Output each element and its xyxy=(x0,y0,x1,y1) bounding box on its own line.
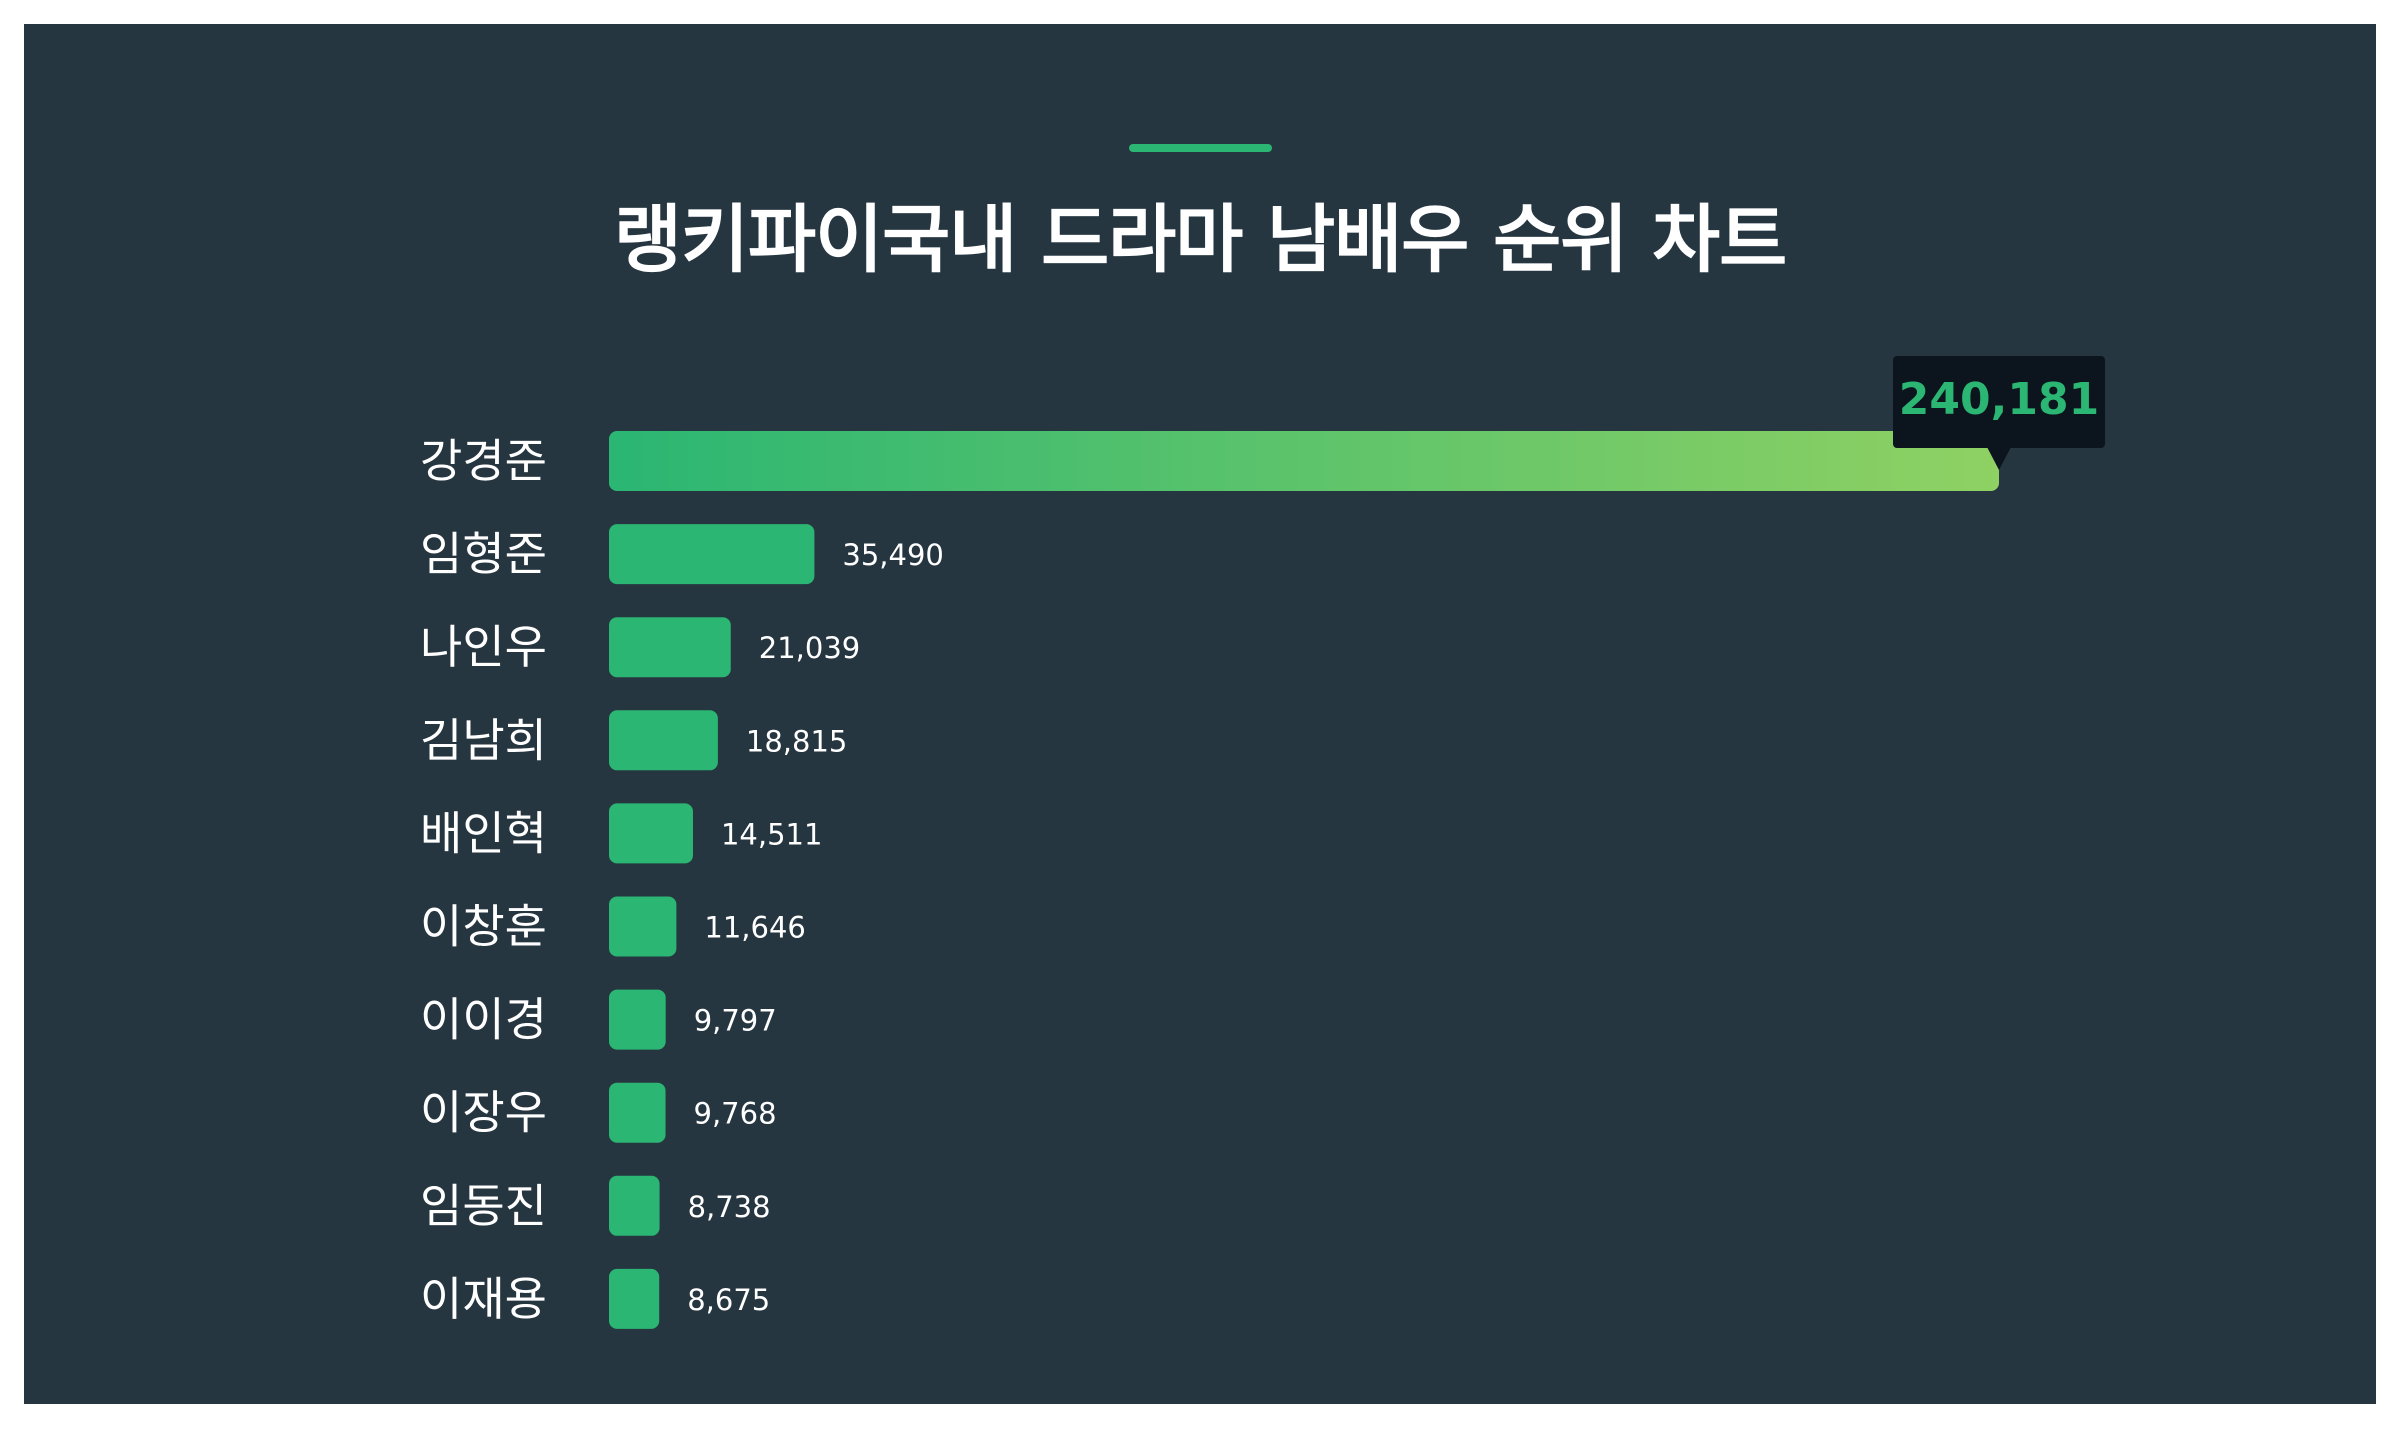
category-label: 강경준 xyxy=(420,434,547,488)
value-label: 9,797 xyxy=(694,1004,777,1038)
category-label: 이이경 xyxy=(420,993,547,1047)
bar[interactable] xyxy=(609,1175,660,1236)
category-label: 이장우 xyxy=(420,1086,547,1140)
bar[interactable] xyxy=(609,617,731,678)
value-label: 11,646 xyxy=(704,911,805,945)
bar[interactable] xyxy=(609,524,815,585)
value-label: 9,768 xyxy=(694,1097,777,1131)
value-label: 35,490 xyxy=(842,538,943,572)
bar[interactable] xyxy=(609,1268,660,1329)
chart-title: 랭키파이국내 드라마 남배우 순위 차트 xyxy=(613,197,1787,283)
bar[interactable] xyxy=(609,989,666,1050)
category-label: 임형준 xyxy=(420,527,547,581)
chart-panel xyxy=(24,24,2376,1404)
category-label: 임동진 xyxy=(420,1179,547,1233)
title-accent-line xyxy=(1129,144,1272,152)
bar[interactable] xyxy=(609,710,718,771)
bar[interactable] xyxy=(609,431,1999,491)
value-label: 18,815 xyxy=(746,724,847,758)
tooltip-pointer xyxy=(1987,447,2011,470)
bar[interactable] xyxy=(609,803,693,864)
value-label: 14,511 xyxy=(721,817,822,851)
category-label: 나인우 xyxy=(420,620,547,674)
category-label: 배인혁 xyxy=(420,806,547,860)
bar[interactable] xyxy=(609,1082,666,1143)
category-label: 이창훈 xyxy=(420,900,547,954)
value-label: 8,675 xyxy=(687,1283,770,1317)
tooltip-value: 240,181 xyxy=(1899,374,2099,425)
category-label: 이재용 xyxy=(420,1272,547,1326)
tooltip-box xyxy=(1893,356,2105,448)
category-label: 김남희 xyxy=(420,713,547,767)
bar[interactable] xyxy=(609,896,677,957)
value-label: 8,738 xyxy=(688,1190,771,1224)
value-tooltip: 240,181 xyxy=(1893,356,2105,470)
value-label: 21,039 xyxy=(759,631,860,665)
